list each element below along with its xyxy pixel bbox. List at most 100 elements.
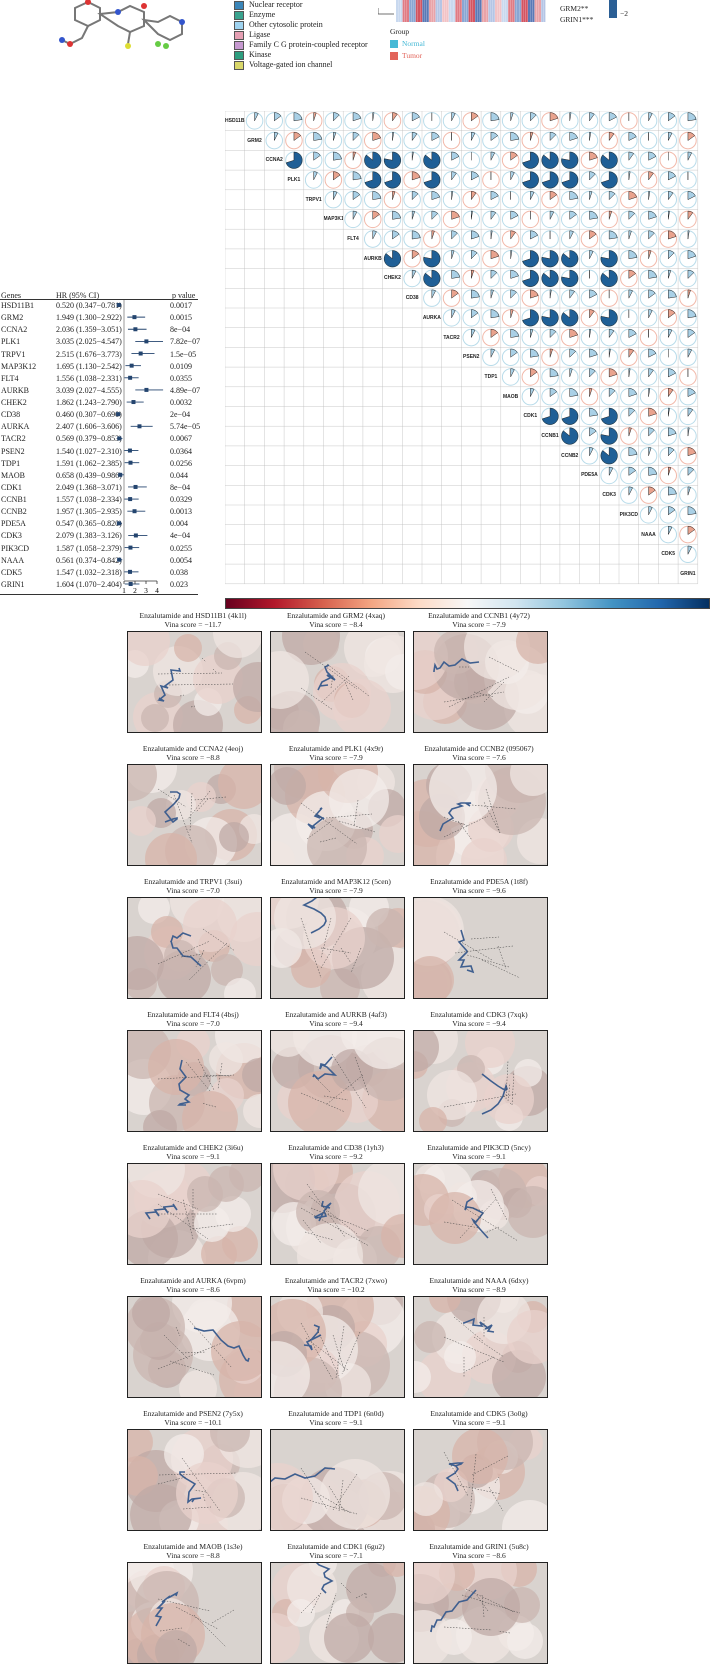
forest-p-cell: 0.0032 bbox=[170, 398, 192, 408]
forest-p-cell: 0.0255 bbox=[170, 543, 192, 553]
forest-p-cell: 8e−04 bbox=[170, 325, 191, 335]
docking-panel-score: Vina score = −7.6 bbox=[452, 753, 506, 762]
docking-panel-score: Vina score = −9.1 bbox=[309, 1418, 363, 1427]
legend-swatch bbox=[234, 60, 244, 70]
docking-panel-score: Vina score = −7.9 bbox=[452, 620, 506, 629]
heatmap-stripe bbox=[477, 0, 480, 22]
docking-panel-title: Enzalutamide and CHEK2 (3i6u) bbox=[142, 1143, 244, 1152]
matrix-gene-label: TDP1 bbox=[484, 373, 498, 380]
docking-panel-score: Vina score = −9.1 bbox=[166, 1152, 220, 1161]
heatmap-stripe bbox=[525, 0, 528, 22]
heatmap-stripe bbox=[451, 0, 453, 22]
docking-pose-image bbox=[270, 631, 405, 733]
docking-panel-title: Enzalutamide and NAAA (6dxy) bbox=[429, 1276, 529, 1285]
forest-p-cell: 4e−04 bbox=[170, 531, 191, 541]
forest-p-cell: 0.023 bbox=[170, 579, 188, 589]
forest-hr-cell: 1.862 (1.243−2.790) bbox=[56, 398, 122, 408]
forest-hr-cell: 1.957 (1.305−2.935) bbox=[56, 507, 122, 517]
heatmap-row-label-grin1: GRIN1*** bbox=[560, 15, 594, 24]
matrix-gene-label: FLT4 bbox=[347, 236, 359, 243]
heatmap-stripe bbox=[411, 0, 414, 22]
heatmap-colorbar bbox=[609, 0, 617, 18]
matrix-gene-label: PLK1 bbox=[287, 176, 301, 183]
docking-panel-title: Enzalutamide and PDE5A (1t8f) bbox=[430, 877, 528, 886]
docking-panel-title: Enzalutamide and MAP3K12 (5cen) bbox=[281, 877, 391, 886]
heatmap-stripe bbox=[488, 0, 491, 22]
docking-panel: Enzalutamide and CDK5 (3o0g) Vina score =… bbox=[405, 1409, 553, 1531]
forest-tick-label: 1 bbox=[122, 586, 126, 595]
docking-panel: Enzalutamide and PLK1 (4x9r) Vina score =… bbox=[262, 744, 410, 866]
molecule-structure-image bbox=[59, 0, 185, 49]
docking-panel: Enzalutamide and CCNB1 (4y72) Vina score … bbox=[405, 611, 553, 733]
docking-panel-score: Vina score = −7.9 bbox=[309, 886, 363, 895]
heatmap-stripe bbox=[484, 0, 486, 22]
heatmap-stripe bbox=[503, 0, 506, 22]
forest-p-cell: 0.0013 bbox=[170, 507, 192, 517]
forest-point-aurkb bbox=[144, 387, 149, 392]
docking-panel-title: Enzalutamide and CCNB2 (095067) bbox=[424, 744, 534, 753]
forest-gene-cell: CD38 bbox=[1, 410, 21, 420]
heatmap-stripe bbox=[457, 0, 460, 22]
forest-gene-cell: MAP3K12 bbox=[1, 361, 37, 371]
heatmap-stripe bbox=[528, 0, 530, 22]
heatmap-stripe bbox=[433, 0, 436, 22]
heatmap-stripe bbox=[435, 0, 438, 22]
forest-hr-cell: 1.547 (1.032−2.318) bbox=[56, 567, 122, 577]
heatmap-stripe bbox=[501, 0, 504, 22]
matrix-gene-label: CDK3 bbox=[602, 492, 616, 499]
docking-panel-title: Enzalutamide and GRM2 (4xaq) bbox=[286, 611, 386, 620]
docking-pose-image bbox=[270, 1163, 405, 1265]
forest-point-grin1 bbox=[128, 581, 133, 586]
matrix-gene-label: TRPV1 bbox=[305, 196, 322, 203]
legend-swatch bbox=[234, 10, 244, 20]
docking-panel-score: Vina score = −9.6 bbox=[452, 886, 506, 895]
forest-gene-cell: GRM2 bbox=[1, 313, 24, 323]
heatmap-stripe bbox=[506, 0, 508, 22]
forest-hr-cell: 1.604 (1.070−2.404) bbox=[56, 579, 122, 589]
forest-gene-cell: TRPV1 bbox=[1, 349, 26, 359]
forest-point-cdk5 bbox=[128, 569, 133, 574]
matrix-gene-label: GRM2 bbox=[247, 137, 262, 144]
legend-item: Ligase bbox=[234, 30, 270, 40]
docking-panel: Enzalutamide and PIK3CD (5ncy) Vina score… bbox=[405, 1143, 553, 1265]
heatmap-stripe bbox=[521, 0, 524, 22]
forest-tick-label: 4 bbox=[155, 586, 159, 595]
legend-item: Voltage-gated ion channel bbox=[234, 60, 332, 70]
docking-panel-title: Enzalutamide and HSD11B1 (4k1l) bbox=[139, 611, 247, 620]
docking-panel: Enzalutamide and AURKA (6vpm) Vina score … bbox=[119, 1276, 267, 1398]
forest-hr-cell: 1.587 (1.058−2.379) bbox=[56, 543, 122, 553]
tumor-label: Tumor bbox=[402, 51, 423, 60]
forest-point-cd38 bbox=[116, 412, 121, 417]
forest-gene-cell: TDP1 bbox=[1, 458, 21, 468]
forest-point-cdk1 bbox=[133, 484, 138, 489]
docking-panel: Enzalutamide and FLT4 (4bsj) Vina score =… bbox=[119, 1010, 267, 1132]
heatmap-stripe bbox=[495, 0, 497, 22]
docking-panel-score: Vina score = −8.9 bbox=[452, 1285, 506, 1294]
docking-pose-image bbox=[270, 764, 405, 866]
heatmap-stripe bbox=[543, 0, 546, 22]
heatmap-stripe bbox=[499, 0, 502, 22]
docking-panel-score: Vina score = −8.8 bbox=[166, 753, 220, 762]
matrix-gene-label: PIK3CD bbox=[619, 511, 639, 518]
docking-panel-score: Vina score = −9.4 bbox=[452, 1019, 506, 1028]
legend-label: Family C G protein-coupled receptor bbox=[249, 40, 368, 49]
legend-label: Nuclear receptor bbox=[249, 0, 303, 9]
heatmap-stripe bbox=[539, 0, 541, 22]
legend-swatch bbox=[234, 30, 244, 40]
docking-panel-score: Vina score = −9.4 bbox=[309, 1019, 363, 1028]
legend-label: Other cytosolic protein bbox=[249, 20, 323, 29]
heatmap-colorbar-tick: −2 bbox=[620, 9, 628, 18]
heatmap-stripe bbox=[462, 0, 464, 22]
heatmap-stripe bbox=[402, 0, 405, 22]
heatmap-stripe bbox=[541, 0, 544, 22]
forest-p-cell: 0.044 bbox=[170, 470, 188, 480]
forest-gene-cell: PIK3CD bbox=[1, 543, 30, 553]
heatmap-stripe bbox=[510, 0, 513, 22]
legend-swatch bbox=[234, 20, 244, 30]
docking-pose-image bbox=[413, 764, 548, 866]
docking-panel-title: Enzalutamide and TRPV1 (3sui) bbox=[144, 877, 242, 886]
docking-panel: Enzalutamide and CCNA2 (4eoj) Vina score … bbox=[119, 744, 267, 866]
forest-p-cell: 2e−04 bbox=[170, 410, 191, 420]
docking-pose-image bbox=[127, 1030, 262, 1132]
heatmap-stripe bbox=[532, 0, 535, 22]
